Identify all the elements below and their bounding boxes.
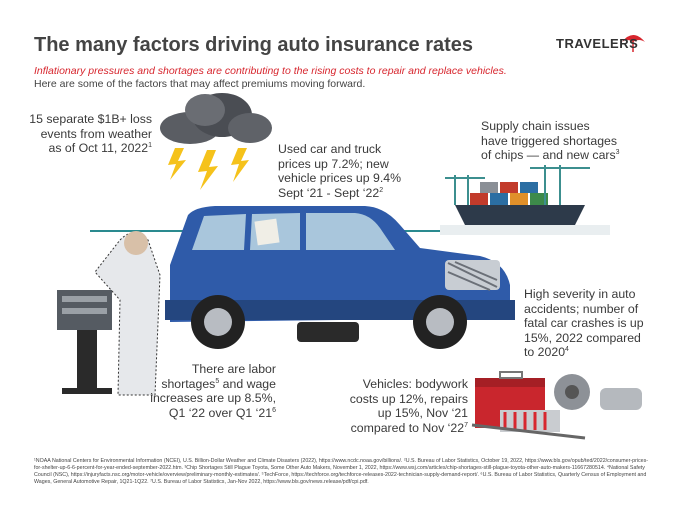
mechanic-part [62, 308, 107, 314]
car-part [204, 308, 232, 336]
callout-text: as of Oct 11, 2022 [48, 141, 149, 155]
tools-part [600, 388, 642, 410]
callout-line: There are labor [191, 362, 276, 376]
car-part [254, 218, 280, 246]
footnote-ref: 4 [565, 345, 569, 353]
port-part [480, 182, 498, 193]
callout-line: High severity in auto [524, 287, 636, 301]
tools-part [471, 423, 586, 440]
port-part [500, 182, 518, 193]
footnote-ref: 6 [272, 406, 276, 414]
callout-text: to 2020 [524, 345, 566, 359]
callout: 15 separate $1B+ loss events from weathe… [29, 112, 152, 156]
callout: Used car and truck prices up 7.2%; new v… [278, 142, 401, 200]
lightning [168, 148, 249, 190]
callout-line: accidents; number of [524, 301, 639, 316]
footnote-ref: 1 [148, 141, 152, 149]
lightning-part [198, 150, 218, 190]
mechanic [57, 231, 161, 396]
callout-line: prices up 7.2%; new [278, 156, 389, 171]
footnote-ref: 2 [379, 186, 384, 194]
callout-line: compared to Nov ‘227 [350, 421, 468, 436]
callout: Supply chain issues have triggered short… [481, 119, 620, 163]
mechanic-part [124, 231, 148, 255]
port-part [520, 182, 538, 193]
storm-cloud-part [228, 113, 272, 143]
footnote-ref: 3 [615, 148, 620, 156]
callout-line: 15 separate $1B+ loss [29, 112, 152, 126]
lightning-part [168, 148, 186, 180]
callout-text: compared to Nov ‘22 [350, 420, 465, 435]
tools-part [475, 378, 545, 387]
port-part [445, 175, 485, 205]
callout-line: Used car and truck [278, 142, 382, 156]
port-part [455, 205, 585, 225]
storm-cloud [160, 93, 272, 144]
footnotes: ¹NOAA National Centers for Environmental… [34, 458, 649, 485]
port-part [530, 165, 590, 205]
callout-line: costs up 12%, repairs [349, 391, 468, 406]
callout-line: have triggered shortages [481, 133, 618, 148]
callout-line: vehicle prices up 9.4% [278, 171, 402, 185]
port-part [440, 225, 610, 235]
callout: There are labor shortages5 and wage incr… [150, 362, 276, 420]
car-part [447, 261, 498, 291]
title: The many factors driving auto insurance … [34, 34, 474, 56]
storm-cloud-part [185, 94, 225, 126]
callout-line: fatal car crashes is up [524, 316, 644, 330]
car [165, 206, 515, 349]
callout-line: as of Oct 11, 20221 [29, 141, 152, 156]
port-part [510, 193, 528, 205]
callout-line: Sept ‘21 - Sept ‘222 [278, 186, 401, 201]
callout-text: Sept ‘21 - Sept ‘22 [278, 185, 380, 200]
tools-part [499, 371, 523, 379]
callout-text: of chips — and new cars [481, 148, 616, 162]
footnote-ref: 5 [215, 377, 220, 385]
intro: Here are some of the factors that may af… [34, 78, 366, 90]
tools-part [565, 385, 579, 399]
callout-line: to 20204 [524, 345, 644, 360]
callout: High severity in auto accidents; number … [524, 287, 644, 360]
callout-line: 15%, 2022 compared [524, 330, 641, 345]
callout-text: Q1 ‘22 over Q1 ‘21 [168, 405, 273, 420]
car-part [426, 308, 454, 336]
mechanic-part [62, 388, 112, 394]
logo: TRAVELERS [556, 36, 639, 51]
footnote-ref: 7 [464, 421, 468, 429]
tools-part [503, 412, 547, 430]
mechanic-part [62, 296, 107, 302]
callout-line: Vehicles: bodywork [362, 377, 468, 391]
car-part [192, 213, 395, 250]
callout-line: shortages5 and wage [150, 377, 276, 392]
car-part [297, 322, 359, 342]
callout-line: of chips — and new cars3 [481, 148, 620, 163]
port [440, 165, 610, 235]
callout-line: up 15%, Nov ‘21 [377, 406, 468, 420]
mechanic-part [77, 330, 97, 390]
lightning-part [231, 148, 249, 182]
subtitle: Inflationary pressures and shortages are… [34, 65, 507, 77]
callout-text: shortages [161, 376, 216, 391]
callout-line: increases are up 8.5%, [150, 391, 276, 405]
logo-umbrella [622, 35, 645, 52]
callout-line: Supply chain issues [481, 119, 590, 133]
port-part [470, 193, 488, 205]
tools [471, 371, 642, 440]
port-part [530, 193, 548, 205]
port-part [490, 193, 508, 205]
callout-line: events from weather [40, 126, 152, 141]
callout-text: and wage [222, 376, 276, 391]
callout: Vehicles: bodywork costs up 12%, repairs… [350, 377, 468, 435]
callout-line: Q1 ‘22 over Q1 ‘216 [150, 406, 276, 421]
